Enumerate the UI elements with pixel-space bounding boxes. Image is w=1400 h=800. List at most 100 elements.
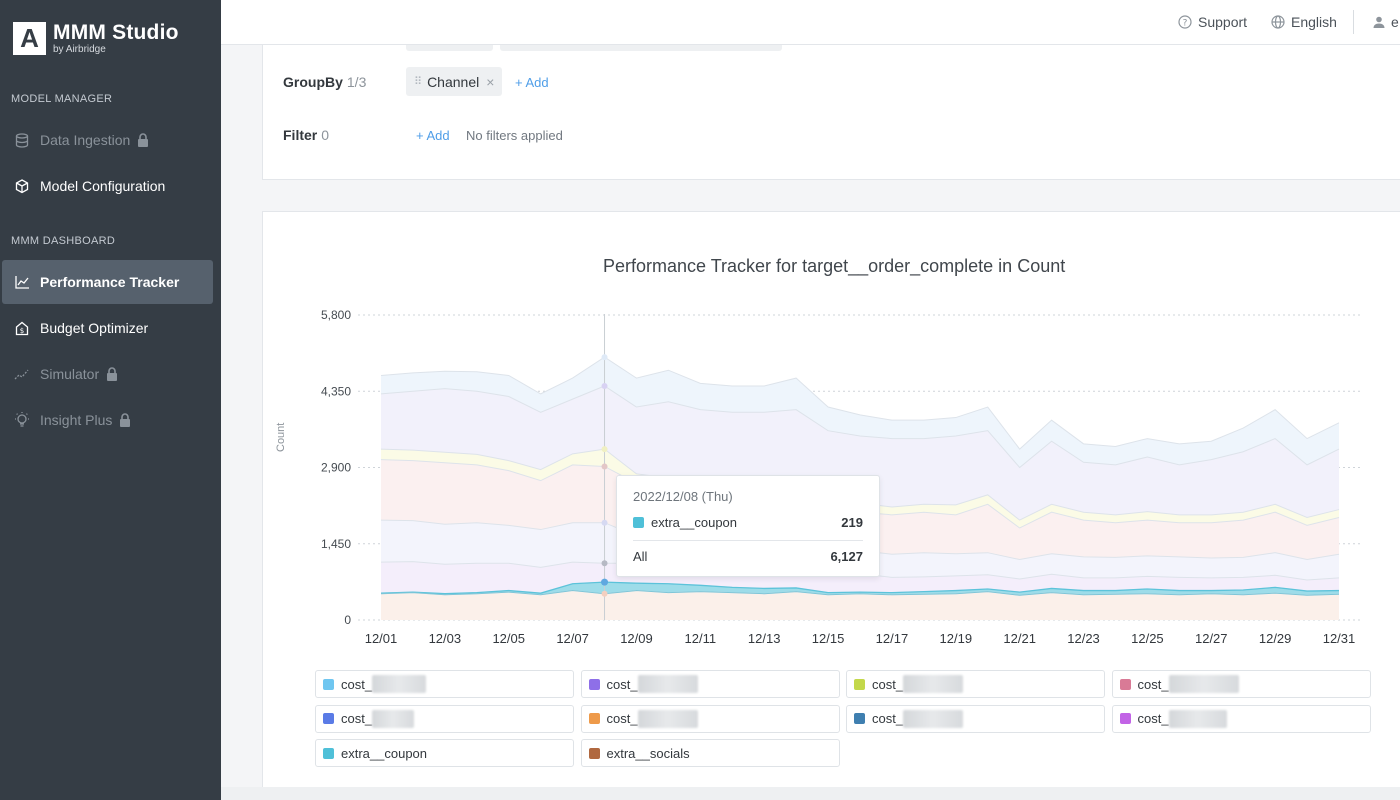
redacted-text <box>637 675 698 693</box>
sidebar-item-label: Model Configuration <box>40 178 166 194</box>
legend-swatch <box>323 713 334 724</box>
sidebar-item-label: Performance Tracker <box>40 274 180 290</box>
legend-swatch <box>323 678 334 690</box>
sidebar-item-label: Simulator <box>40 366 100 382</box>
sidebar-item-label: Budget Optimizer <box>40 320 149 336</box>
sidebar: A MMM Studio by Airbridge MODEL MANAGER … <box>0 0 221 800</box>
x-tick-label: 12/21 <box>1003 631 1036 646</box>
legend-swatch <box>588 678 600 690</box>
brand-subtitle: by Airbridge <box>53 44 106 55</box>
sidebar-item-performance-tracker[interactable]: Performance Tracker <box>2 260 213 304</box>
legend-item[interactable]: extra__socials <box>580 739 840 767</box>
hover-point <box>601 519 608 526</box>
redacted-text <box>637 709 698 728</box>
partial-chip <box>406 45 493 51</box>
page-footer-strip <box>221 787 1400 800</box>
legend-item[interactable]: cost_ <box>315 704 574 733</box>
filter-count: 0 <box>321 127 330 143</box>
groupby-count: 1/3 <box>346 74 367 90</box>
lightbulb-icon <box>14 412 30 428</box>
topbar: ? Support English e <box>221 0 1400 45</box>
filter-add-button[interactable]: + Add <box>416 128 450 143</box>
redacted-text <box>372 675 427 693</box>
lock-icon <box>137 133 149 147</box>
legend-item[interactable]: cost_ <box>580 670 840 698</box>
legend-item[interactable]: cost_ <box>846 704 1105 733</box>
x-tick-label: 12/31 <box>1323 631 1356 646</box>
tooltip-total-value: 6,127 <box>830 549 863 564</box>
query-config-card: GroupBy 1/3 ⠿ Channel × + Add Filter 0 + A… <box>262 45 1400 180</box>
coupon-series-line <box>380 581 1340 595</box>
legend-item[interactable]: cost_ <box>1111 704 1371 733</box>
hover-point <box>601 590 608 597</box>
legend-item[interactable]: cost_ <box>846 670 1105 698</box>
area-series-line <box>380 385 1340 469</box>
groupby-add-button[interactable]: + Add <box>515 75 549 90</box>
redacted-text <box>903 709 964 728</box>
legend-label: cost_ <box>341 676 373 692</box>
tooltip-series-value: 219 <box>841 515 863 530</box>
x-tick-label: 12/15 <box>812 631 845 646</box>
tooltip-total-label: All <box>633 549 648 564</box>
x-tick-label: 12/05 <box>492 631 525 646</box>
brand-name: MMM Studio <box>53 21 179 44</box>
y-tick-label: 0 <box>344 613 351 627</box>
legend-label: cost_ <box>606 711 638 726</box>
trend-dashed-icon <box>14 366 30 382</box>
hover-point <box>601 560 608 567</box>
partial-input <box>500 45 782 51</box>
chip-label: Channel <box>427 73 480 90</box>
tooltip-series-name: extra__coupon <box>651 515 738 530</box>
tooltip-swatch <box>633 517 644 528</box>
legend-item[interactable]: cost_ <box>1111 670 1371 698</box>
y-tick-label: 2,900 <box>321 461 351 475</box>
hover-point <box>601 446 608 453</box>
legend-item[interactable]: extra__coupon <box>315 739 574 767</box>
sidebar-item-budget-optimizer[interactable]: $ Budget Optimizer <box>2 306 213 350</box>
no-filters-text: No filters applied <box>466 128 563 143</box>
sidebar-item-label: Insight Plus <box>40 412 113 428</box>
sidebar-item-data-ingestion[interactable]: Data Ingestion <box>2 118 213 162</box>
chart-title: Performance Tracker for target__order_co… <box>603 256 1066 276</box>
chart-card: Performance Tracker for target__order_co… <box>262 211 1400 800</box>
svg-text:?: ? <box>1183 19 1188 29</box>
x-tick-label: 12/07 <box>556 631 589 646</box>
legend-label: extra__socials <box>606 745 690 761</box>
legend-label: cost_ <box>1137 676 1169 692</box>
tooltip-total-row: All 6,127 <box>633 549 863 564</box>
language-selector[interactable]: English <box>1271 14 1337 30</box>
legend-item[interactable]: cost_ <box>315 670 574 698</box>
x-tick-label: 12/09 <box>620 631 653 646</box>
legend-label: cost_ <box>341 711 373 726</box>
x-tick-label: 12/11 <box>685 631 717 646</box>
legend-swatch <box>588 747 600 759</box>
redacted-text <box>903 675 964 693</box>
x-tick-label: 12/03 <box>429 631 462 646</box>
support-label: Support <box>1198 14 1248 30</box>
drag-handle-icon[interactable]: ⠿ <box>414 76 422 88</box>
support-link[interactable]: ? Support <box>1178 14 1247 30</box>
legend-label: cost_ <box>872 676 904 692</box>
groupby-chip-channel[interactable]: ⠿ Channel × <box>406 67 503 96</box>
hover-point <box>601 578 609 586</box>
budget-house-icon: $ <box>14 320 30 336</box>
legend-swatch <box>323 747 334 759</box>
sidebar-item-simulator[interactable]: Simulator <box>2 352 213 396</box>
section-label-model-manager: MODEL MANAGER <box>11 93 113 105</box>
hover-point <box>601 382 608 389</box>
legend-item[interactable]: cost_ <box>580 704 840 733</box>
user-menu[interactable]: e <box>1373 14 1399 30</box>
redacted-text <box>372 709 415 728</box>
legend-label: cost_ <box>606 676 638 692</box>
brand-logo[interactable]: A MMM Studio by Airbridge <box>13 22 179 55</box>
performance-chart[interactable]: 0 1,450 2,900 4,350 5,800 12/01 12/03 12/05 12/0… <box>263 212 1400 662</box>
x-tick-label: 12/25 <box>1131 631 1164 646</box>
sidebar-item-label: Data Ingestion <box>40 132 131 148</box>
legend-swatch <box>1119 713 1131 724</box>
sidebar-item-model-configuration[interactable]: Model Configuration <box>2 164 213 208</box>
x-tick-label: 12/13 <box>748 631 781 646</box>
sidebar-item-insight-plus[interactable]: Insight Plus <box>2 398 213 442</box>
section-label-mmm-dashboard: MMM DASHBOARD <box>11 235 116 247</box>
chart-tooltip: 2022/12/08 (Thu) extra__coupon 219 All 6… <box>616 475 880 577</box>
close-icon[interactable]: × <box>486 73 495 90</box>
